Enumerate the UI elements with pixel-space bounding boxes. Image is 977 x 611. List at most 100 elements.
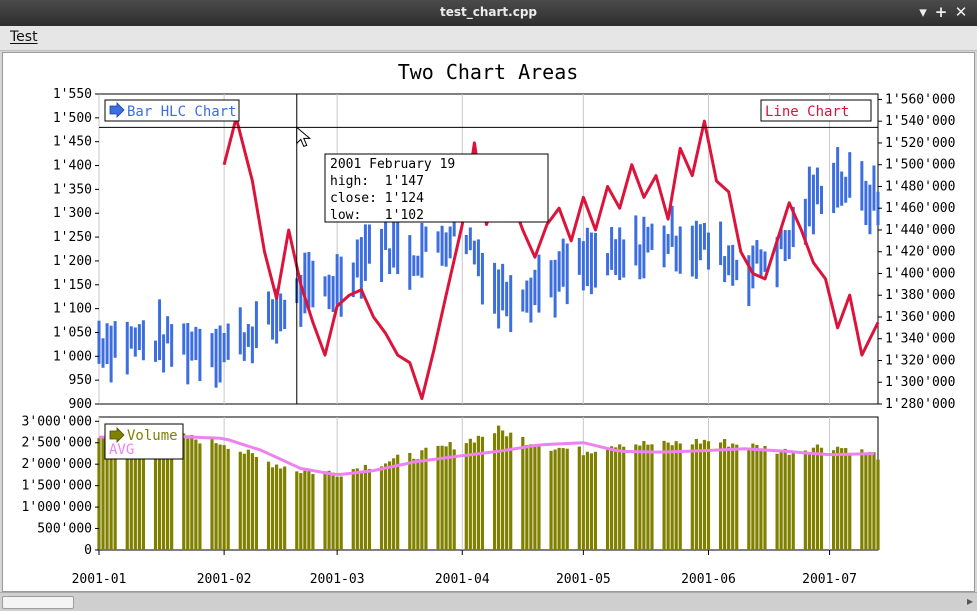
tooltip-line: close: 1'124 <box>330 191 424 206</box>
minimize-button[interactable]: ▾ <box>919 3 927 21</box>
volume-bar <box>295 471 299 550</box>
volume-bar <box>194 439 198 550</box>
volume-bar <box>198 443 202 550</box>
volume-bar <box>840 448 844 550</box>
volume-bar <box>190 435 194 550</box>
volume-bar <box>166 432 170 550</box>
volume-bar <box>448 442 452 550</box>
tooltip-date: 2001 February 19 <box>330 157 455 172</box>
volume-bar <box>125 435 129 550</box>
volume-bar <box>751 443 755 550</box>
volume-bar <box>755 444 759 550</box>
volume-bar <box>642 441 646 550</box>
volume-bar <box>250 453 254 550</box>
y-left-tick-label: 1'300 <box>53 206 92 221</box>
volume-bar <box>254 456 259 550</box>
volume-bar <box>731 443 735 550</box>
volume-bar <box>383 463 388 550</box>
y-left-tick-label: 1'150 <box>53 278 92 293</box>
tooltip-box <box>324 153 549 223</box>
y-left-tick-label: 900 <box>69 397 92 412</box>
volume-bar <box>529 444 533 550</box>
volume-bar <box>706 441 711 550</box>
y-left-tick-label: 1'450 <box>53 135 92 150</box>
volume-bar <box>836 446 840 550</box>
scroll-right-arrow-icon[interactable]: ▸ <box>966 594 973 608</box>
volume-bar <box>266 461 271 550</box>
volume-bar <box>593 451 598 550</box>
volume-bar <box>533 446 537 550</box>
volume-bar <box>307 470 311 550</box>
volume-bar <box>420 450 424 550</box>
volume-bar <box>605 448 610 550</box>
volume-bar <box>464 443 468 550</box>
horizontal-scrollbar[interactable]: ▸ <box>0 592 977 611</box>
volume-bar <box>109 439 113 550</box>
y-left-tick-label: 1'200 <box>53 254 92 269</box>
volume-bar <box>133 437 137 550</box>
volume-bar <box>157 440 162 550</box>
volume-bar <box>634 444 638 550</box>
volume-bar <box>525 444 529 550</box>
volume-bar <box>299 473 303 550</box>
volume-bar <box>848 453 852 550</box>
menu-test[interactable]: Test <box>10 29 38 45</box>
volume-bar <box>622 446 626 550</box>
volume-bar <box>614 447 618 550</box>
volume-bar <box>670 445 674 550</box>
volume-bar <box>819 447 824 550</box>
volume-bar <box>452 449 456 550</box>
y-right-tick-label: 1'460'000 <box>885 201 955 216</box>
volume-bar <box>690 444 694 550</box>
volume-bar <box>872 452 876 550</box>
volume-bar <box>678 443 682 550</box>
scrollbar-thumb[interactable] <box>2 596 74 609</box>
volume-bar <box>392 458 396 550</box>
volume-bar <box>408 452 412 550</box>
volume-bar <box>274 464 279 550</box>
volume-bar <box>723 439 727 550</box>
y-right-tick-label: 1'540'000 <box>885 114 955 129</box>
volume-bar <box>775 453 779 550</box>
volume-bar <box>351 469 355 550</box>
volume-bar <box>335 476 339 550</box>
chart-canvas[interactable]: Two Chart Areas 900 950 1'000 1'050 1'100 1'15… <box>0 50 977 592</box>
volume-bar <box>331 472 335 550</box>
volume-bar <box>589 453 594 550</box>
volume-bar <box>549 450 553 550</box>
volume-bar <box>505 436 509 550</box>
y-right-tick-label: 1'360'000 <box>885 310 955 325</box>
volume-bar <box>674 441 678 550</box>
volume-bar <box>521 436 525 550</box>
volume-bar <box>246 449 250 550</box>
volume-bar <box>105 441 109 550</box>
volume-bar <box>783 448 787 550</box>
y-right-tick-label: 1'280'000 <box>885 397 955 412</box>
volume-bar <box>476 435 481 550</box>
y-left-tick-label: 1'000 <box>53 349 92 364</box>
volume-bar <box>585 451 589 550</box>
volume-bar <box>379 466 384 550</box>
y-left-tick-label: 1'500 <box>53 111 92 126</box>
x-tick-label: 2001-02 <box>197 572 252 587</box>
volume-bar <box>718 442 723 550</box>
y-right-tick-label: 1'380'000 <box>885 288 955 303</box>
volume-bar <box>226 448 230 550</box>
x-tick-label: 2001-04 <box>435 572 490 587</box>
volume-bar <box>363 464 367 550</box>
mouse-cursor-icon <box>296 126 312 148</box>
volume-bar <box>492 433 497 550</box>
volume-bar <box>779 451 783 550</box>
close-button[interactable]: ✕ <box>954 3 968 21</box>
volume-bar <box>763 445 767 550</box>
volume-bar <box>759 450 763 550</box>
volume-bar <box>468 438 472 550</box>
x-tick-label: 2001-01 <box>72 572 127 587</box>
volume-bar <box>327 470 331 550</box>
volume-bar <box>650 444 654 550</box>
maximize-button[interactable]: + <box>934 3 948 21</box>
legend-line-box <box>760 99 872 122</box>
tooltip-line: low: 1'102 <box>330 208 424 223</box>
y-right-tick-label: 1'400'000 <box>885 266 955 281</box>
legend-volume-label: Volume <box>127 428 178 444</box>
